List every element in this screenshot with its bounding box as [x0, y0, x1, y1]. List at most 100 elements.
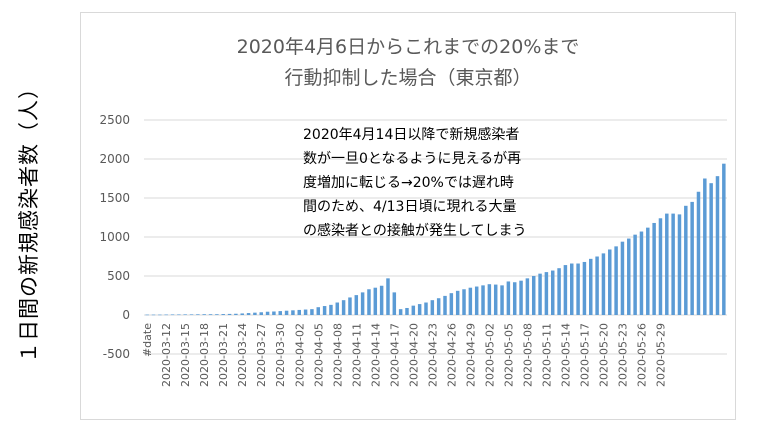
- bar: [265, 311, 270, 315]
- x-tick-label: 2020-05-29: [655, 323, 668, 387]
- x-tick-label: 2020-04-08: [331, 323, 344, 387]
- bar: [253, 312, 257, 315]
- bar: [379, 285, 384, 315]
- bar: [696, 191, 701, 315]
- bar: [424, 302, 428, 315]
- bar: [411, 305, 416, 315]
- bar: [690, 201, 694, 315]
- bar: [646, 227, 650, 315]
- bars: [145, 163, 726, 316]
- bar: [557, 268, 561, 315]
- x-tick-label: #date: [141, 323, 154, 357]
- x-tick-label: 2020-05-14: [559, 323, 572, 387]
- x-tick-label: 2020-04-29: [464, 323, 477, 387]
- chart-frame: 2020年4月6日からこれまでの20%まで 行動抑制した場合（東京都） 2500…: [80, 12, 736, 420]
- bar: [639, 231, 644, 315]
- bar: [322, 306, 327, 315]
- x-tick-label: 2020-05-20: [597, 323, 610, 387]
- bar: [392, 292, 397, 315]
- x-tick-label: 2020-04-11: [350, 323, 363, 387]
- bar: [665, 213, 669, 315]
- y-tick-label: -500: [103, 347, 130, 361]
- bar: [158, 314, 162, 316]
- bar: [164, 314, 168, 316]
- x-tick-label: 2020-05-11: [540, 323, 553, 387]
- y-tick-label: 2000: [99, 152, 130, 166]
- bar: [373, 287, 378, 315]
- bar: [227, 313, 232, 315]
- bar: [348, 297, 352, 315]
- bar: [544, 272, 549, 315]
- bar: [335, 302, 340, 315]
- x-tick-label: 2020-05-17: [578, 323, 591, 387]
- x-tick-label: 2020-05-08: [521, 323, 534, 387]
- annotation-line: 度増加に転じる→20%では遅れ時: [303, 175, 514, 191]
- bar: [297, 309, 301, 315]
- bar: [715, 176, 720, 315]
- bar: [221, 314, 225, 315]
- bar: [709, 183, 713, 315]
- bar: [202, 314, 206, 315]
- bar: [145, 314, 149, 316]
- bar: [500, 285, 504, 315]
- bar: [519, 280, 523, 315]
- y-tick-label: 500: [107, 269, 130, 283]
- bar: [455, 290, 460, 315]
- bar: [576, 263, 580, 315]
- y-axis-label: １日間の新規感染者数（人）: [17, 77, 41, 363]
- bar: [722, 163, 726, 315]
- bar: [329, 304, 333, 315]
- bar: [170, 314, 175, 316]
- bar: [481, 285, 485, 315]
- x-tick-label: 2020-03-27: [255, 323, 268, 387]
- bar: [531, 276, 536, 315]
- bar: [177, 314, 181, 316]
- x-tick-label: 2020-03-18: [198, 323, 211, 387]
- bar: [563, 265, 568, 315]
- y-axis-label-container: １日間の新規感染者数（人）: [0, 60, 56, 380]
- bar: [627, 238, 631, 315]
- bar: [189, 314, 194, 315]
- chart-title-line1: 2020年4月6日からこれまでの20%まで: [237, 36, 580, 58]
- bar: [487, 284, 492, 315]
- x-tick-label: 2020-04-05: [312, 323, 325, 387]
- bar: [633, 234, 637, 315]
- x-tick-label: 2020-03-12: [160, 323, 173, 387]
- x-tick-label: 2020-05-02: [483, 323, 496, 387]
- y-tick-label: 0: [122, 308, 130, 322]
- bar: [538, 273, 542, 315]
- bar: [589, 258, 593, 315]
- bar: [398, 309, 403, 315]
- bar: [284, 310, 289, 315]
- x-tick-label: 2020-03-24: [236, 323, 249, 387]
- bar: [493, 284, 498, 315]
- bar: [386, 278, 390, 315]
- x-tick-label: 2020-03-21: [217, 323, 230, 387]
- bar: [570, 263, 574, 315]
- bar: [303, 309, 308, 315]
- x-tick-label: 2020-04-02: [293, 323, 306, 387]
- bar: [506, 281, 511, 315]
- bar: [196, 314, 200, 315]
- bar: [474, 286, 479, 315]
- annotation-line: 2020年4月14日以降で新規感染者: [303, 126, 519, 143]
- x-tick-label: 2020-03-15: [179, 323, 192, 387]
- bar: [278, 311, 282, 315]
- x-tick-label: 2020-04-17: [388, 323, 401, 387]
- bar: [417, 304, 422, 315]
- chart-title-line2: 行動抑制した場合（東京都）: [284, 67, 531, 89]
- annotation-text: 2020年4月14日以降で新規感染者数が一旦0となるように見えるが再度増加に転じ…: [303, 126, 526, 239]
- bar: [360, 292, 365, 315]
- bar: [703, 178, 707, 315]
- bar: [234, 313, 238, 315]
- y-tick-label: 1000: [99, 230, 130, 244]
- y-tick-labels: 2500 2000 1500 1000 500 0 -500: [99, 113, 130, 361]
- x-tick-label: 2020-05-05: [502, 323, 515, 387]
- x-tick-label: 2020-05-23: [616, 323, 629, 387]
- bar: [671, 213, 675, 315]
- bar: [208, 314, 213, 315]
- bar: [608, 249, 612, 315]
- bar: [449, 293, 454, 315]
- x-tick-label: 2020-04-26: [445, 323, 458, 387]
- bar: [316, 307, 321, 315]
